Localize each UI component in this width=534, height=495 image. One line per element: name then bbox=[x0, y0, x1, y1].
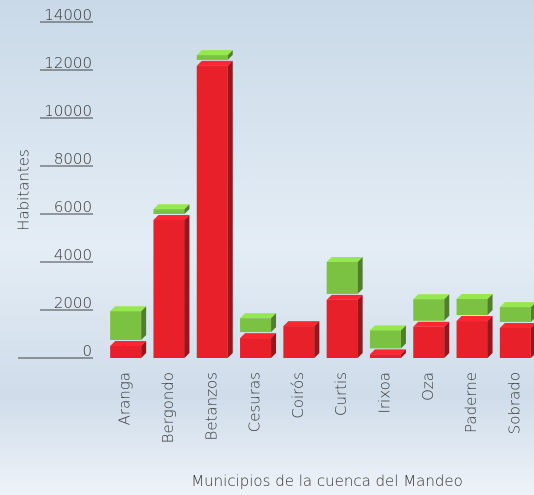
bar bbox=[153, 209, 185, 214]
x-tick-label: Betanzos bbox=[202, 372, 220, 441]
bar bbox=[153, 220, 185, 358]
bar-top bbox=[283, 321, 320, 327]
x-tick-label: Aranga bbox=[116, 372, 134, 425]
x-tick-label: Irixoa bbox=[375, 372, 393, 414]
bar bbox=[326, 262, 358, 294]
bar bbox=[283, 326, 315, 358]
bar-top bbox=[456, 316, 493, 322]
bar-top bbox=[110, 341, 147, 346]
bar-top bbox=[240, 313, 277, 319]
x-tick-label: Curtis bbox=[332, 372, 350, 416]
bar-side bbox=[487, 293, 493, 316]
bar-side bbox=[357, 257, 363, 294]
bar-side bbox=[227, 60, 233, 359]
bar-top bbox=[326, 294, 363, 300]
bar bbox=[110, 346, 142, 358]
bar bbox=[326, 299, 358, 358]
bar bbox=[499, 307, 531, 322]
bar-side bbox=[141, 341, 147, 358]
bar bbox=[499, 328, 531, 358]
bar bbox=[196, 65, 228, 359]
bar-side bbox=[400, 349, 406, 358]
bar-top bbox=[110, 306, 147, 312]
bar-top bbox=[153, 215, 190, 220]
y-tick-label: 0 bbox=[82, 342, 92, 360]
bar-side bbox=[530, 324, 534, 358]
bar bbox=[196, 55, 228, 60]
bar bbox=[110, 311, 142, 340]
bar-side bbox=[141, 306, 147, 340]
bar-top bbox=[326, 257, 363, 262]
x-tick-label: Paderne bbox=[462, 372, 480, 433]
bar bbox=[413, 326, 445, 358]
bar-top bbox=[456, 293, 493, 299]
bar-top bbox=[196, 60, 233, 66]
y-tick-label: 2000 bbox=[54, 294, 92, 312]
bar-top bbox=[369, 349, 406, 355]
bar bbox=[413, 299, 445, 321]
bar-side bbox=[357, 294, 363, 358]
x-tick-label: Bergondo bbox=[159, 372, 177, 443]
bar-side bbox=[271, 313, 277, 333]
bar bbox=[240, 318, 272, 333]
bar-top bbox=[240, 333, 277, 339]
bar-top bbox=[413, 321, 450, 327]
bar-side bbox=[184, 215, 190, 358]
bar-top bbox=[413, 294, 450, 300]
y-tick-label: 8000 bbox=[54, 150, 92, 168]
bar-side bbox=[227, 50, 233, 60]
bar-side bbox=[444, 321, 450, 358]
bar bbox=[240, 338, 272, 358]
bar bbox=[456, 298, 488, 316]
y-tick-label: 14000 bbox=[44, 6, 92, 24]
x-tick-label: Coirós bbox=[289, 372, 307, 419]
bar-top bbox=[499, 302, 534, 308]
y-tick-label: 10000 bbox=[44, 102, 92, 120]
bar-side bbox=[487, 316, 493, 358]
y-axis-label: Habitantes bbox=[15, 149, 33, 231]
bar-side bbox=[271, 333, 277, 358]
y-tick-label: 6000 bbox=[54, 198, 92, 216]
bar-side bbox=[530, 303, 534, 322]
x-tick-label: Oza bbox=[419, 372, 437, 401]
x-tick-label: Sobrado bbox=[505, 372, 523, 434]
x-tick-label: Cesuras bbox=[246, 372, 264, 432]
x-axis-label: Municipios de la cuenca del Mandeo bbox=[191, 472, 463, 490]
bar-top bbox=[153, 204, 190, 210]
y-tick-label: 12000 bbox=[44, 54, 92, 72]
bar-side bbox=[314, 321, 320, 358]
bar-top bbox=[196, 50, 233, 56]
bar-top bbox=[369, 325, 406, 331]
bar-side bbox=[400, 325, 406, 349]
bar bbox=[369, 330, 401, 349]
bar-side bbox=[184, 204, 190, 214]
bar-top bbox=[499, 323, 534, 328]
bar-side bbox=[444, 294, 450, 321]
bar bbox=[369, 354, 401, 358]
y-tick-label: 4000 bbox=[54, 246, 92, 264]
bar bbox=[456, 321, 488, 358]
